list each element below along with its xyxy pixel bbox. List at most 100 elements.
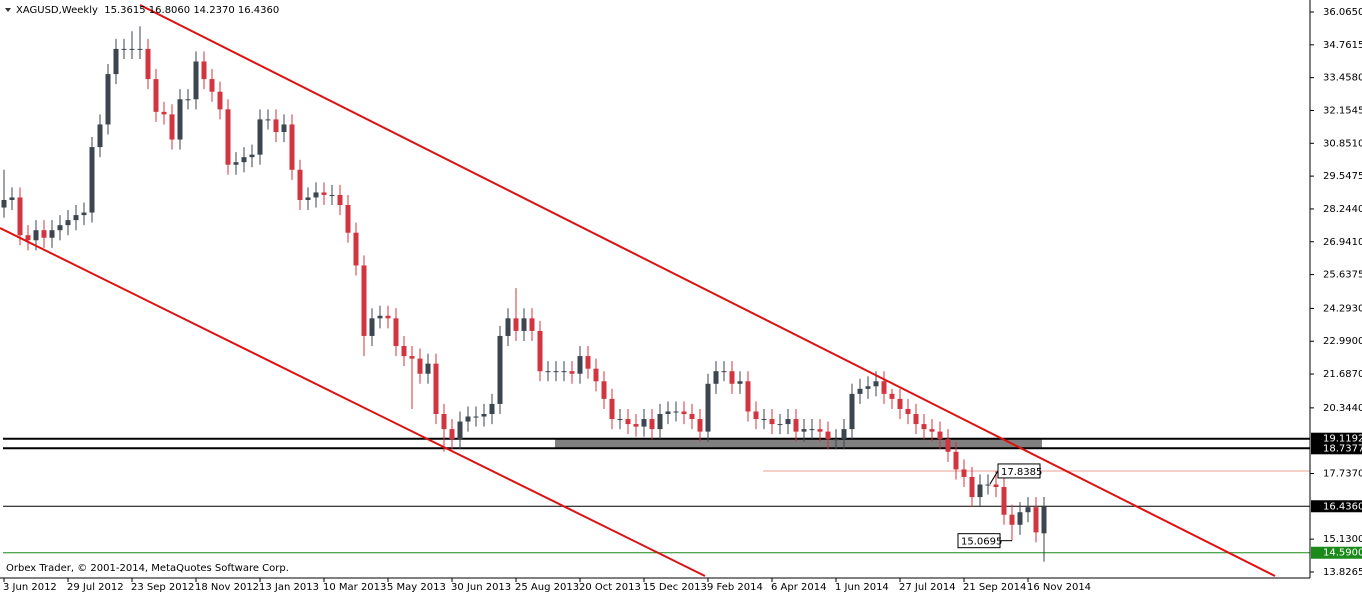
candle-body bbox=[353, 232, 359, 266]
candle-body bbox=[65, 220, 71, 226]
candle-body bbox=[945, 439, 951, 452]
candle-body bbox=[809, 429, 815, 431]
candle-body bbox=[817, 429, 823, 432]
y-tick-label: 32.1545 bbox=[1323, 105, 1362, 116]
candle-body bbox=[929, 429, 935, 432]
y-tick-label: 17.7370 bbox=[1323, 469, 1362, 480]
candle-body bbox=[201, 61, 207, 80]
axis-layer: 36.0650 34.7615 33.4580 32.1545 30.8510 29.54… bbox=[3, 7, 1362, 593]
candle-body bbox=[249, 154, 255, 158]
annotation-label: 15.0695 bbox=[961, 537, 1002, 548]
x-tick-label: 27 Jul 2014 bbox=[899, 582, 956, 593]
candle-body bbox=[537, 330, 543, 372]
candle-body bbox=[25, 235, 31, 241]
menu-triangle[interactable] bbox=[5, 8, 11, 12]
candle-body bbox=[449, 429, 455, 440]
candle-body bbox=[241, 157, 247, 163]
candle-body bbox=[825, 431, 831, 440]
candle-body bbox=[697, 419, 703, 432]
level-label: 19.1192 bbox=[1323, 434, 1362, 445]
candle-body bbox=[425, 363, 431, 374]
y-tick-label: 21.6870 bbox=[1323, 369, 1362, 380]
candle-body bbox=[385, 315, 391, 319]
candle-body bbox=[225, 109, 231, 165]
y-tick-label: 28.2440 bbox=[1323, 204, 1362, 215]
candle-body bbox=[753, 411, 759, 420]
candle-body bbox=[281, 124, 287, 132]
candle-body bbox=[841, 429, 847, 440]
candle-body bbox=[161, 111, 167, 115]
candle-body bbox=[745, 381, 751, 412]
candle-body bbox=[345, 205, 351, 233]
candle-body bbox=[265, 119, 271, 121]
candle-body bbox=[737, 381, 743, 384]
candle-body bbox=[105, 74, 111, 125]
candle-body bbox=[329, 194, 335, 196]
level-label-box bbox=[1311, 432, 1362, 445]
candle-body bbox=[9, 197, 15, 200]
x-tick-label: 18 Nov 2012 bbox=[195, 582, 259, 593]
candle-body bbox=[481, 414, 487, 417]
candle-body bbox=[305, 197, 311, 200]
candle-body bbox=[977, 484, 983, 498]
y-tick-label: 13.8265 bbox=[1323, 567, 1362, 578]
candle-body bbox=[649, 419, 655, 430]
annotation-label: 17.8385 bbox=[1001, 467, 1042, 478]
candle-body bbox=[257, 119, 263, 155]
candle-body bbox=[913, 414, 919, 425]
candle-body bbox=[553, 371, 559, 373]
candle-body bbox=[465, 416, 471, 422]
candle-body bbox=[473, 416, 479, 418]
y-tick-label: 20.3440 bbox=[1323, 403, 1362, 414]
candle-body bbox=[857, 388, 863, 394]
candle-body bbox=[577, 356, 583, 374]
candle-body bbox=[873, 381, 879, 387]
x-tick-label: 16 Nov 2014 bbox=[1027, 582, 1091, 593]
annotation-box bbox=[997, 463, 1041, 479]
y-tick-label: 26.9410 bbox=[1323, 237, 1362, 248]
candle-body bbox=[705, 383, 711, 432]
candle-body bbox=[1017, 512, 1023, 525]
candle-body bbox=[769, 419, 775, 425]
candle-body bbox=[881, 381, 887, 394]
x-tick-label: 10 Mar 2013 bbox=[323, 582, 386, 593]
candle-body bbox=[129, 48, 135, 50]
candle-body bbox=[969, 476, 975, 498]
x-tick-label: 3 Jun 2012 bbox=[3, 582, 57, 593]
candle-body bbox=[273, 119, 279, 132]
candle-body bbox=[433, 363, 439, 415]
trendlines bbox=[0, 4, 1276, 577]
candle-body bbox=[417, 358, 423, 374]
candle-body bbox=[193, 61, 199, 100]
chart-title: XAGUSD,Weekly 15.3615 16.8060 14.2370 16… bbox=[16, 5, 279, 16]
x-tick-label: 9 Feb 2014 bbox=[707, 582, 763, 593]
candle-body bbox=[665, 411, 671, 415]
candle-body bbox=[801, 429, 807, 432]
candle-body bbox=[185, 99, 191, 101]
annotation-box bbox=[957, 533, 1001, 549]
candle-body bbox=[1033, 507, 1039, 533]
candle-body bbox=[785, 419, 791, 425]
candle-body bbox=[985, 484, 991, 486]
support-zone bbox=[555, 438, 1042, 448]
x-tick-label: 1 Jun 2014 bbox=[835, 582, 889, 593]
x-tick-label: 6 Apr 2014 bbox=[771, 582, 826, 593]
candle-body bbox=[89, 147, 95, 213]
candle-body bbox=[49, 230, 55, 238]
watermark: Orbex Trader, © 2001-2014, MetaQuotes So… bbox=[6, 563, 289, 574]
candle-body bbox=[593, 368, 599, 382]
candle-body bbox=[993, 484, 999, 488]
level-label: 16.4360 bbox=[1323, 501, 1362, 512]
candle-body bbox=[41, 230, 47, 238]
candle-body bbox=[457, 421, 463, 440]
x-tick-label: 5 May 2013 bbox=[387, 582, 446, 593]
candle-body bbox=[521, 318, 527, 331]
candle-body bbox=[937, 431, 943, 440]
candle-body bbox=[609, 398, 615, 420]
candle-body bbox=[289, 124, 295, 170]
candle-body bbox=[33, 230, 39, 241]
y-tick-label: 34.7615 bbox=[1323, 40, 1362, 51]
candle-body bbox=[657, 414, 663, 430]
